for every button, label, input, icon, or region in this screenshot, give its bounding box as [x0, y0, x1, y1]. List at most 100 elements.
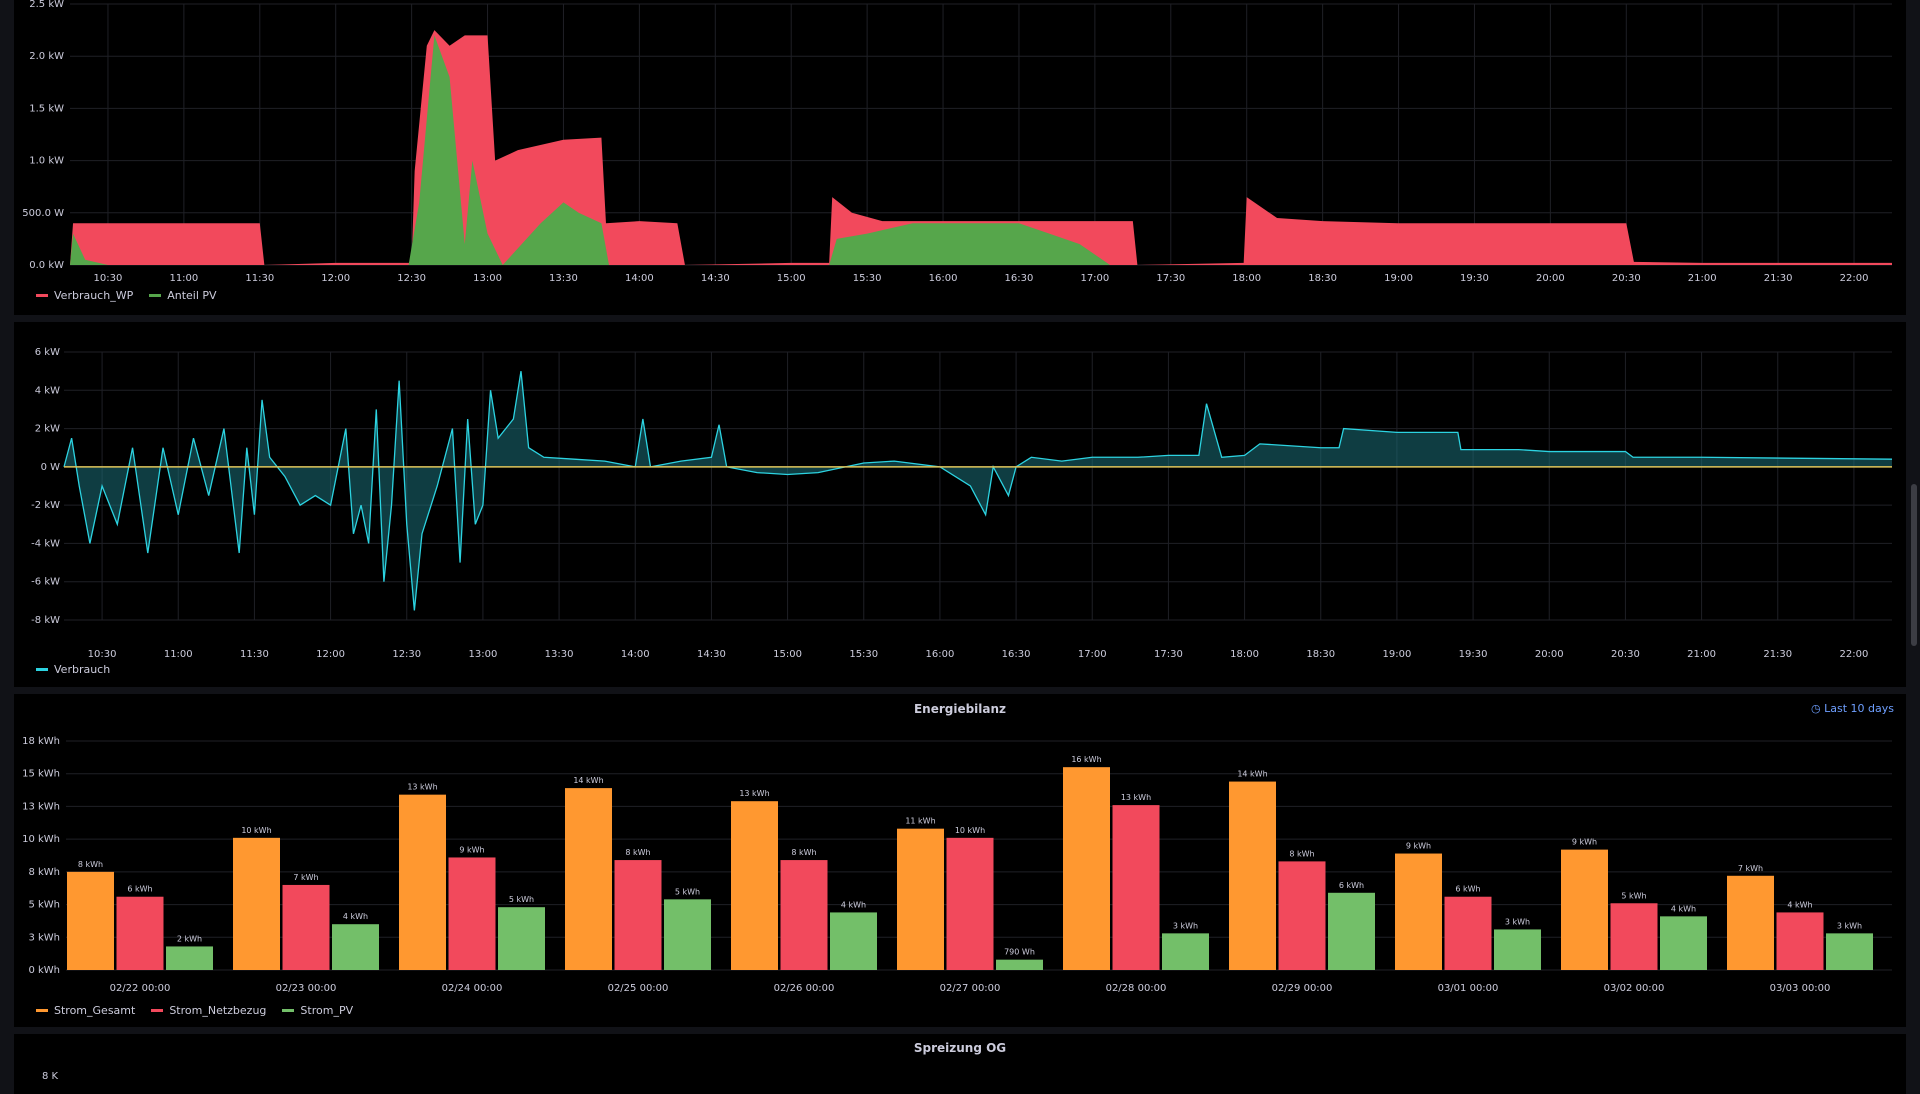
legend-item-strom-pv[interactable]: Strom_PV — [282, 1004, 353, 1017]
y-tick-label: -8 kW — [31, 615, 60, 626]
y-tick-label: 13 kWh — [22, 801, 60, 812]
x-tick-label: 20:30 — [1611, 649, 1640, 660]
series-area-anteil-pv — [70, 35, 1892, 265]
x-tick-label: 03/02 00:00 — [1604, 983, 1665, 994]
bar-value-label: 6 kWh — [1339, 881, 1364, 890]
x-tick-label: 12:00 — [316, 649, 345, 660]
y-tick-label: 0 W — [41, 462, 61, 473]
legend-panel2: Verbrauch — [36, 663, 110, 676]
x-tick-label: 02/28 00:00 — [1106, 983, 1167, 994]
bar-value-label: 14 kWh — [1237, 770, 1267, 779]
bar-strom-pv — [166, 946, 213, 970]
x-tick-label: 13:30 — [545, 649, 574, 660]
legend-item-anteil-pv[interactable]: Anteil PV — [149, 289, 217, 302]
bar-strom-pv — [498, 907, 545, 970]
x-tick-label: 21:00 — [1687, 649, 1716, 660]
y-tick-label: 18 kWh — [22, 736, 60, 747]
bar-value-label: 6 kWh — [127, 885, 152, 894]
bar-strom-pv — [996, 959, 1043, 970]
x-tick-label: 16:00 — [926, 649, 955, 660]
bar-value-label: 8 kWh — [1289, 849, 1314, 858]
bar-strom-pv — [664, 899, 711, 970]
x-tick-label: 20:00 — [1535, 649, 1564, 660]
chart-energiebilanz: 0 kWh 3 kWh 5 kWh 8 kWh 10 kWh 13 kWh 15 kWh 18… — [22, 736, 1892, 994]
bar-value-label: 9 kWh — [459, 845, 484, 854]
legend-item-strom-netzbezug[interactable]: Strom_Netzbezug — [151, 1004, 266, 1017]
bar-value-label: 790 Wh — [1004, 948, 1035, 957]
x-tick-label: 02/29 00:00 — [1272, 983, 1333, 994]
x-tick-label: 13:00 — [473, 273, 502, 284]
bar-strom-netzbezug — [1610, 903, 1658, 970]
bar-value-label: 7 kWh — [1738, 864, 1763, 873]
bar-strom-pv — [1162, 933, 1209, 970]
bar-strom-gesamt — [565, 788, 612, 970]
bar-value-label: 8 kWh — [625, 848, 650, 857]
panel-energiebilanz: Energiebilanz ◷ Last 10 days 0 kWh 3 kWh 5… — [14, 694, 1906, 1027]
x-tick-label: 21:00 — [1688, 273, 1717, 284]
x-tick-label: 12:30 — [392, 649, 421, 660]
bar-strom-gesamt — [1395, 853, 1442, 970]
x-tick-label: 02/23 00:00 — [276, 983, 337, 994]
y-tick-label: 6 kW — [35, 347, 60, 358]
bar-strom-pv — [1328, 892, 1375, 970]
x-tick-label: 19:30 — [1460, 273, 1489, 284]
bar-strom-netzbezug — [1278, 861, 1326, 970]
x-tick-label: 02/24 00:00 — [442, 983, 503, 994]
panel-title-spreizung-og: Spreizung OG — [913, 1041, 1007, 1055]
page-scrollbar[interactable] — [1908, 0, 1920, 1080]
series-line-verbrauch — [63, 371, 1893, 611]
x-tick-label: 16:00 — [929, 273, 958, 284]
bar-strom-netzbezug — [116, 896, 164, 970]
x-tick-label: 18:30 — [1308, 273, 1337, 284]
bar-value-label: 14 kWh — [573, 776, 603, 785]
panel-spreizung-og: Spreizung OG 8 K — [14, 1034, 1906, 1094]
legend-item-strom-gesamt[interactable]: Strom_Gesamt — [36, 1004, 135, 1017]
x-tick-label: 02/22 00:00 — [110, 983, 171, 994]
bar-value-label: 6 kWh — [1455, 885, 1480, 894]
x-tick-label: 19:00 — [1384, 273, 1413, 284]
bar-value-label: 8 kWh — [791, 848, 816, 857]
time-range-indicator[interactable]: ◷ Last 10 days — [1811, 702, 1894, 715]
x-tick-label: 15:30 — [849, 649, 878, 660]
bar-value-label: 4 kWh — [841, 900, 866, 909]
bar-strom-netzbezug — [946, 837, 994, 970]
bar-strom-pv — [1660, 916, 1707, 970]
legend-item-verbrauch-wp[interactable]: Verbrauch_WP — [36, 289, 133, 302]
bar-value-label: 9 kWh — [1406, 842, 1431, 851]
bar-value-label: 9 kWh — [1572, 838, 1597, 847]
series-area-verbrauch — [64, 371, 1892, 611]
bar-value-label: 8 kWh — [78, 860, 103, 869]
x-tick-label: 15:00 — [773, 649, 802, 660]
y-tick-label: 0.0 kW — [29, 260, 64, 271]
bar-value-label: 3 kWh — [1505, 917, 1530, 926]
bar-value-label: 16 kWh — [1071, 755, 1101, 764]
x-tick-label: 02/25 00:00 — [608, 983, 669, 994]
bar-strom-gesamt — [1727, 875, 1774, 970]
bar-value-label: 10 kWh — [241, 826, 271, 835]
x-tick-label: 11:00 — [169, 273, 198, 284]
y-tick-label: 15 kWh — [22, 769, 60, 780]
x-tick-label: 14:30 — [697, 649, 726, 660]
bar-strom-gesamt — [1063, 767, 1110, 970]
panel-title-energiebilanz: Energiebilanz — [913, 702, 1007, 716]
bar-strom-gesamt — [233, 837, 280, 970]
bar-strom-gesamt — [1229, 781, 1276, 970]
bar-strom-pv — [1826, 933, 1873, 970]
bar-strom-gesamt — [1561, 849, 1608, 970]
bar-strom-pv — [830, 912, 877, 970]
y-tick-label: 3 kWh — [28, 932, 60, 943]
x-tick-label: 18:00 — [1232, 273, 1261, 284]
x-tick-label: 02/26 00:00 — [774, 983, 835, 994]
x-tick-label: 15:00 — [777, 273, 806, 284]
legend-item-verbrauch[interactable]: Verbrauch — [36, 663, 110, 676]
y-tick-label: 2.0 kW — [29, 51, 64, 62]
x-tick-label: 20:00 — [1536, 273, 1565, 284]
bar-value-label: 5 kWh — [1621, 891, 1646, 900]
scrollbar-thumb[interactable] — [1911, 484, 1917, 646]
bar-strom-pv — [332, 924, 379, 970]
x-tick-label: 14:00 — [621, 649, 650, 660]
x-tick-label: 13:30 — [549, 273, 578, 284]
bar-strom-netzbezug — [1776, 912, 1824, 970]
x-tick-label: 02/27 00:00 — [940, 983, 1001, 994]
x-tick-label: 19:00 — [1383, 649, 1412, 660]
